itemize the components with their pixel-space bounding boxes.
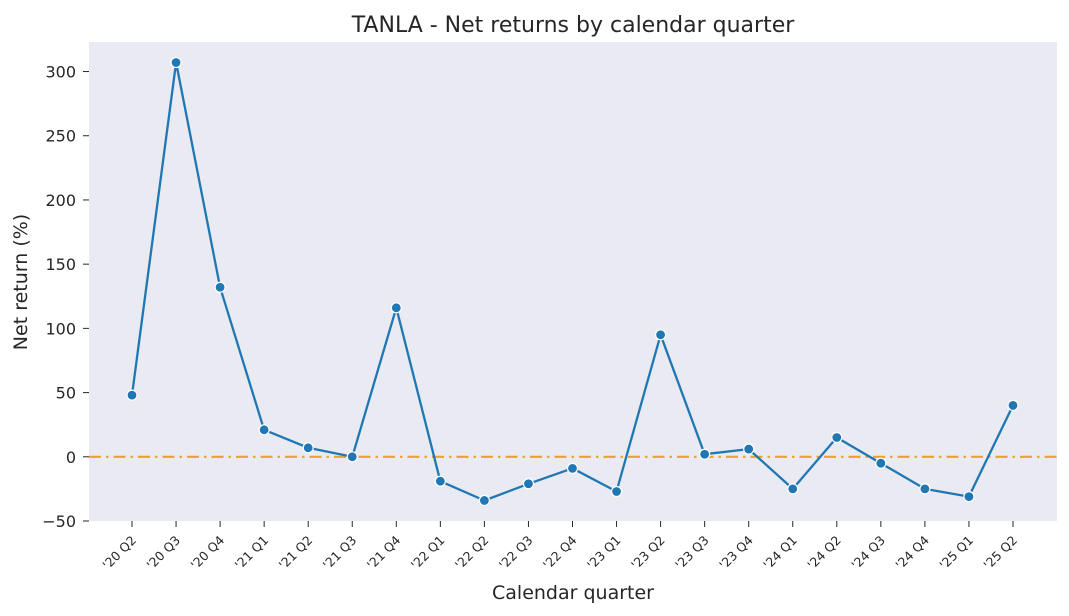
x-tick-label: '23 Q3 [672, 533, 712, 573]
data-point [919, 483, 931, 495]
data-point [302, 442, 314, 454]
x-tick-label: '21 Q2 [276, 533, 316, 573]
data-point [258, 424, 270, 436]
x-tick-label: '21 Q1 [232, 533, 272, 573]
y-ticks: −50 0 50 100 150 200 250 300 [42, 63, 89, 531]
y-tick-label: 0 [66, 448, 76, 467]
data-point [478, 494, 490, 507]
x-axis-label: Calendar quarter [492, 582, 654, 604]
x-tick-label: '22 Q2 [452, 533, 492, 573]
x-tick-label: '25 Q2 [980, 533, 1020, 573]
data-point [346, 451, 358, 463]
x-tick-label: '20 Q3 [143, 533, 183, 573]
x-tick-label: '20 Q4 [188, 532, 228, 572]
data-point [390, 302, 402, 314]
data-point [610, 485, 623, 498]
y-tick-label: 250 [45, 127, 76, 146]
x-tick-label: '21 Q4 [364, 532, 404, 572]
x-tick-label: '22 Q1 [408, 533, 448, 573]
x-ticks: '20 Q2'20 Q3'20 Q4'21 Q1'21 Q2'21 Q3'21 … [99, 521, 1020, 572]
data-point [170, 56, 182, 69]
x-tick-label: '23 Q4 [716, 532, 756, 572]
x-tick-label: '22 Q4 [540, 532, 580, 572]
data-point [875, 457, 887, 469]
x-tick-label: '24 Q3 [848, 533, 888, 573]
data-point [963, 491, 975, 503]
y-tick-label: 100 [45, 319, 76, 338]
x-tick-label: '24 Q4 [892, 532, 932, 572]
y-tick-label: 150 [45, 255, 76, 274]
data-point [214, 281, 226, 293]
chart-title: TANLA - Net returns by calendar quarter [351, 13, 796, 38]
x-tick-label: '22 Q3 [496, 533, 536, 573]
x-tick-label: '23 Q1 [584, 533, 624, 573]
x-tick-label: '25 Q1 [936, 533, 976, 573]
y-tick-label: 300 [45, 63, 76, 82]
y-tick-label: 200 [45, 191, 76, 210]
y-tick-label: 50 [56, 384, 76, 403]
series-group [126, 56, 1019, 507]
data-point [654, 329, 667, 341]
data-point [831, 431, 843, 444]
data-point [699, 448, 711, 460]
data-point [126, 389, 138, 401]
data-point [566, 462, 579, 474]
data-point [743, 443, 755, 455]
data-point [1007, 399, 1019, 412]
x-tick-label: '24 Q1 [760, 533, 800, 573]
x-tick-label: '23 Q2 [628, 533, 668, 573]
x-tick-label: '21 Q3 [320, 533, 360, 573]
data-point [434, 475, 446, 487]
plot-area [89, 42, 1057, 521]
y-axis-label: Net return (%) [10, 214, 32, 350]
y-tick-label: −50 [42, 512, 76, 531]
data-point [522, 478, 535, 490]
x-tick-label: '20 Q2 [99, 533, 139, 573]
x-tick-label: '24 Q2 [804, 533, 844, 573]
data-point [787, 483, 799, 495]
